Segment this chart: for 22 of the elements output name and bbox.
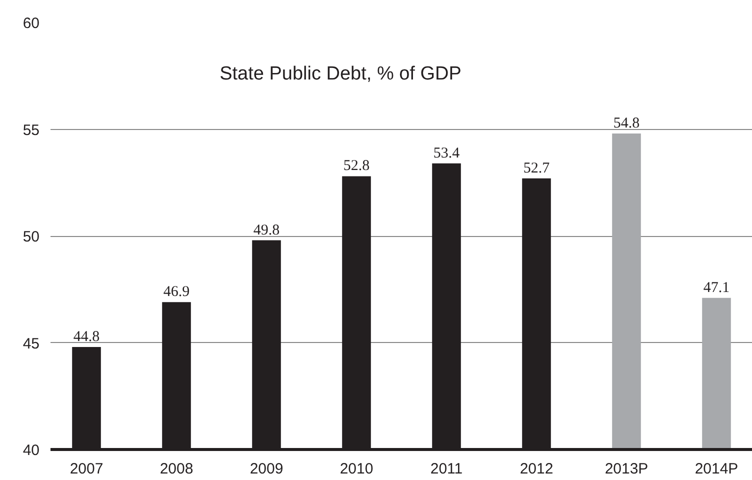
x-tick-label: 2010 — [340, 460, 374, 478]
x-tick-label: 2008 — [160, 460, 194, 478]
data-label: 49.8 — [253, 222, 280, 238]
x-tick-label: 2013P — [604, 460, 648, 478]
y-tick-label: 55 — [22, 122, 40, 139]
x-tick-label: 2012 — [520, 460, 554, 478]
x-tick-label: 2014P — [694, 460, 738, 478]
data-label: 44.8 — [73, 329, 100, 346]
x-tick-label: 2007 — [70, 460, 104, 478]
data-label: 46.9 — [163, 284, 190, 300]
y-tick-label: 45 — [22, 335, 40, 352]
x-tick-label: 2011 — [430, 460, 463, 478]
data-label: 53.4 — [433, 145, 460, 162]
data-label: 52.7 — [523, 160, 550, 176]
data-label: 54.8 — [613, 116, 640, 132]
y-tick-label: 60 — [22, 15, 40, 32]
y-tick-label: 50 — [22, 228, 40, 246]
text: State Public Debt, % of GDP — [220, 64, 462, 84]
data-label: 52.8 — [343, 158, 370, 174]
x-tick-label: 2009 — [250, 460, 284, 478]
y-tick-label: 40 — [22, 442, 40, 459]
data-label: 47.1 — [703, 280, 730, 296]
